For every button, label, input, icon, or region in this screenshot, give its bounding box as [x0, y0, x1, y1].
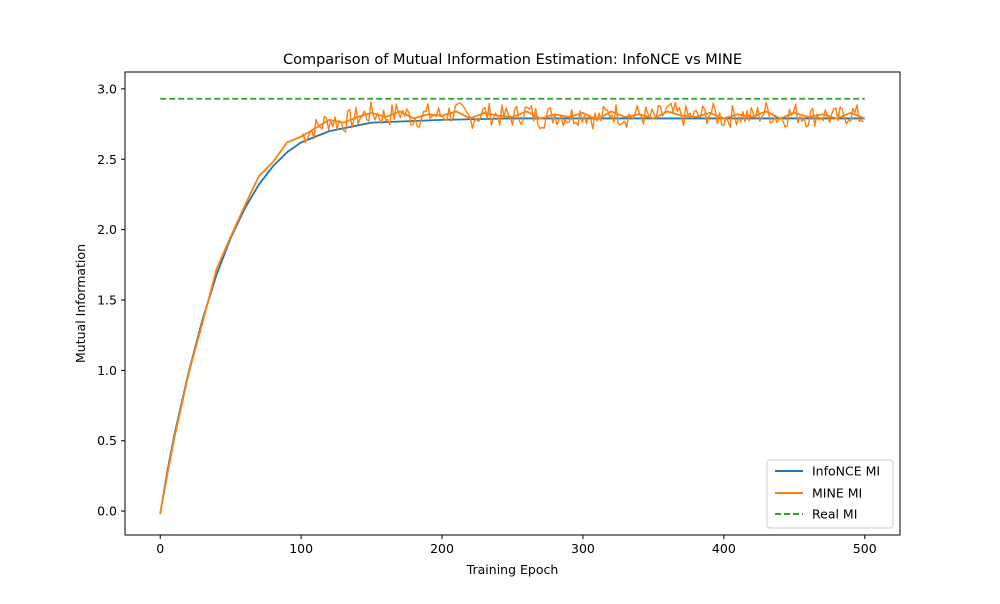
legend: InfoNCE MI MINE MI Real MI	[766, 459, 894, 529]
x-tick-label: 300	[571, 541, 595, 556]
x-tick-label: 100	[289, 541, 313, 556]
legend-box	[766, 459, 894, 529]
y-tick-label: 1.5	[97, 292, 117, 307]
x-tick-label: 400	[712, 541, 736, 556]
y-tick-label: 0.0	[97, 504, 117, 519]
x-tick-label: 500	[853, 541, 877, 556]
y-tick-label: 2.5	[97, 152, 117, 167]
y-tick-label: 1.0	[97, 363, 117, 378]
y-axis-ticks: 0.0 0.5 1.0 1.5 2.0 2.5 3.0	[97, 81, 125, 519]
y-axis-label: Mutual Information	[73, 244, 88, 363]
x-axis-ticks: 0 100 200 300 400 500	[156, 535, 877, 556]
plot-area-frame	[124, 71, 901, 536]
legend-label-infonce: InfoNCE MI	[812, 464, 880, 479]
x-axis-label: Training Epoch	[466, 562, 559, 577]
series-line-mine	[159, 110, 866, 515]
chart-title: Comparison of Mutual Information Estimat…	[283, 52, 742, 68]
legend-label-mine: MINE MI	[812, 486, 862, 501]
x-tick-label: 0	[156, 541, 164, 556]
y-tick-label: 3.0	[97, 81, 117, 96]
legend-label-real: Real MI	[812, 507, 857, 522]
series-line-mine-jitter	[300, 101, 864, 144]
x-tick-label: 200	[430, 541, 454, 556]
mine-noise-layer	[300, 101, 864, 144]
y-tick-label: 2.0	[97, 222, 117, 237]
series-layer	[159, 97, 866, 515]
y-tick-label: 0.5	[97, 433, 117, 448]
